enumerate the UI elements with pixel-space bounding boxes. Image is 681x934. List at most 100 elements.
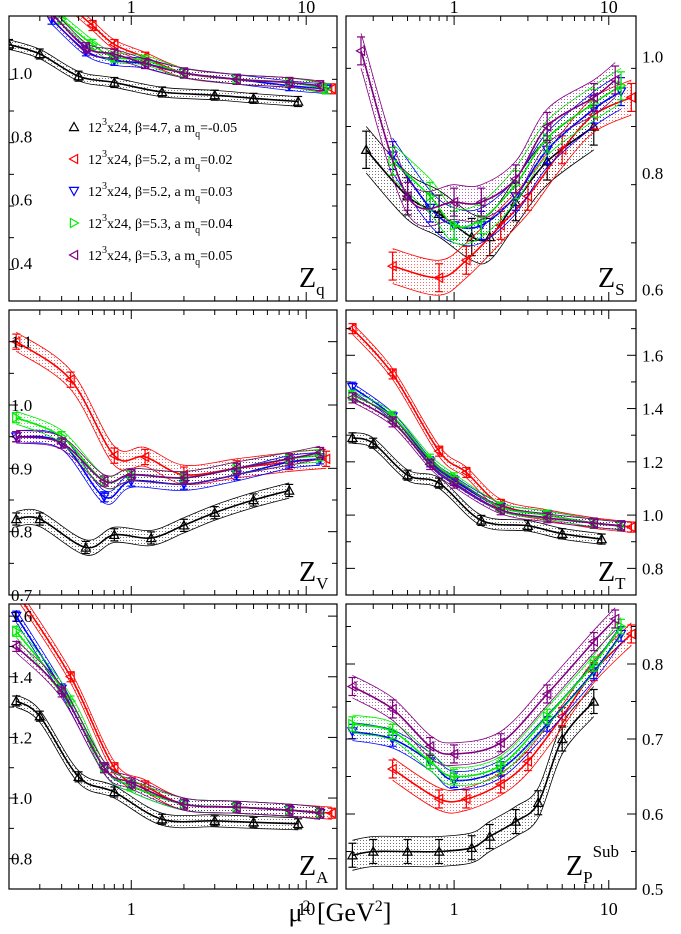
data-point (283, 453, 294, 465)
legend-marker-beta53a (69, 217, 80, 229)
data-point (460, 254, 471, 266)
band-edge-upper (15, 609, 321, 808)
y-tick-label: 1.0 (11, 64, 32, 83)
data-point (596, 533, 608, 544)
data-point (484, 830, 496, 841)
data-point (386, 260, 397, 272)
data-point (108, 529, 120, 540)
error-band (16, 430, 320, 489)
data-point (10, 513, 22, 524)
series-line (15, 645, 321, 814)
error-band (16, 625, 320, 820)
data-point (145, 532, 157, 543)
data-point (433, 793, 444, 805)
band-edge-upper (352, 432, 602, 535)
series-beta47-ZPsub (346, 686, 600, 871)
data-point (139, 57, 150, 70)
data-point (386, 703, 397, 715)
data-point (360, 144, 372, 154)
data-point (346, 849, 358, 860)
error-band (20, 604, 332, 820)
error-band (352, 432, 602, 545)
data-point (402, 845, 414, 856)
data-point (108, 76, 120, 87)
legend: 123x24, β=4.7, a mq=-0.05 123x24, β=5.2, … (68, 117, 237, 268)
data-point (460, 793, 471, 805)
panel-label-ZT: ZT (598, 557, 626, 593)
data-point (248, 816, 260, 827)
data-point (34, 513, 46, 524)
data-point (230, 73, 241, 85)
band-edge-lower (352, 642, 622, 790)
data-point (55, 437, 66, 449)
y-tick-label: 0.8 (11, 127, 32, 146)
y-tick-label: 1.0 (642, 48, 663, 67)
data-point (73, 771, 85, 782)
error-band (16, 430, 320, 505)
panel-ZV: 0.7 0.8 0.9 1.0 1.1 ZV (8, 309, 338, 605)
panel-label-ZS: ZS (598, 263, 625, 299)
y-tick-label: 0.6 (11, 191, 32, 210)
data-point (625, 628, 636, 640)
panel-label-Zq: Zq (299, 263, 325, 299)
panel-label-ZA: ZA (299, 851, 329, 887)
data-point (209, 506, 221, 517)
plot-area-ZV (10, 331, 331, 556)
panel-ZT: 0.8 1.0 1.2 1.4 1.6 ZT (345, 309, 664, 596)
band-edge-lower (352, 630, 616, 766)
band-edge-upper (15, 624, 321, 808)
series-beta47-ZA (10, 694, 304, 831)
data-point (314, 807, 325, 819)
data-point (230, 801, 241, 813)
data-point (466, 842, 478, 852)
band-edge-lower (352, 333, 632, 533)
plot-area-ZPsub (346, 607, 636, 871)
data-point (346, 383, 358, 393)
data-point (448, 196, 459, 208)
data-point (616, 620, 627, 633)
data-point (496, 759, 507, 771)
data-point (588, 517, 598, 529)
data-point (449, 219, 460, 231)
band-edge-lower (392, 114, 632, 296)
x-tick-label: 1 (127, 0, 136, 17)
data-point (108, 786, 120, 797)
data-point (248, 92, 260, 103)
data-point (475, 514, 487, 525)
data-point (346, 680, 357, 693)
data-point (609, 613, 620, 625)
data-point (367, 845, 379, 856)
data-point (66, 2, 74, 11)
y-tick-label: 1.2 (11, 728, 32, 747)
panel-Zq: 1 10 0.4 0.6 0.8 1.0 Zq (8, 0, 338, 302)
band-edge-upper (15, 694, 299, 819)
legend-entry-beta52b: 123x24, β=5.2, a mq=0.03 (88, 181, 233, 204)
data-point (125, 469, 136, 481)
data-point (10, 640, 21, 652)
data-point (386, 368, 397, 380)
legend-entry-beta52a: 123x24, β=5.2, a mq=0.02 (88, 149, 233, 172)
panel-frame (8, 309, 338, 596)
data-point (522, 755, 533, 768)
data-point (9, 38, 15, 49)
data-point (541, 512, 552, 524)
data-point (346, 432, 358, 443)
band-edge-lower (16, 497, 290, 556)
plot-area-ZS (355, 33, 636, 296)
data-point (494, 504, 505, 516)
series-line (352, 626, 622, 778)
data-point (615, 520, 626, 532)
data-point (178, 67, 189, 79)
panel-ZS: 1 10 0.6 0.8 1.0 ZS (345, 0, 663, 302)
y-tick-label: 1.4 (642, 400, 664, 419)
plot-area-Zq (9, 2, 336, 108)
x-tick-label: 10 (297, 0, 315, 17)
data-point (388, 725, 399, 738)
y-tick-label: 1.4 (11, 668, 33, 687)
legend-entry-beta53b: 123x24, β=5.3, a mq=0.05 (88, 245, 233, 268)
data-point (73, 70, 85, 81)
panel-label-ZV: ZV (299, 557, 329, 593)
x-tick-label: 1 (450, 899, 459, 919)
data-point (625, 521, 636, 533)
